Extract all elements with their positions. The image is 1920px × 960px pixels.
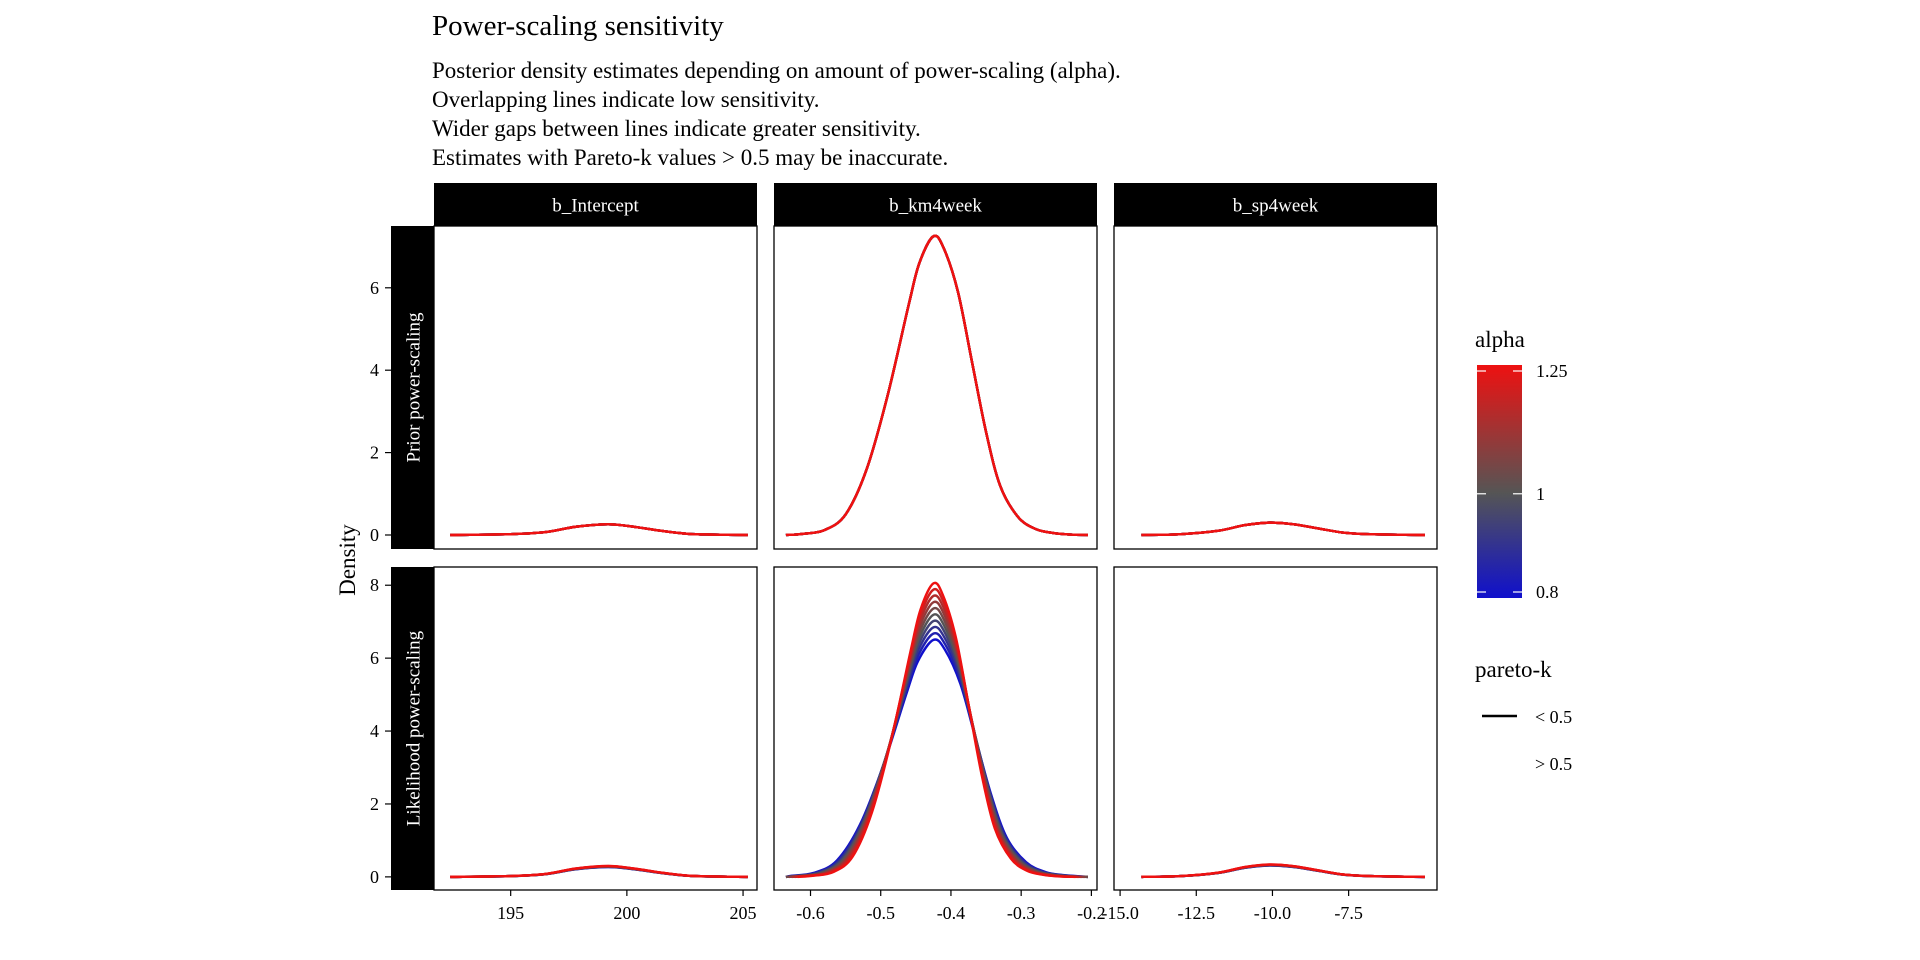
x-tick-label: 200: [613, 903, 640, 923]
col-strip-1: [774, 183, 1097, 226]
density-line-alpha-1.25: [1141, 863, 1425, 879]
subtitle-line-4: Estimates with Pareto-k values > 0.5 may…: [432, 145, 949, 170]
row-strip-0: [391, 226, 434, 549]
x-tick-label: -0.5: [866, 903, 895, 923]
col-strip-label: b_Intercept: [552, 196, 639, 217]
y-tick-label: 0: [370, 867, 379, 887]
y-axis-title: Density: [335, 524, 360, 596]
panel-1-2: [1113, 566, 1438, 891]
colorbar-label: 1: [1536, 484, 1545, 504]
subtitle-line-1: Posterior density estimates depending on…: [432, 58, 1121, 83]
panel-border: [1113, 225, 1438, 550]
y-tick-label: 2: [370, 443, 379, 463]
y-tick-label: 6: [370, 278, 379, 298]
density-line-alpha-1.25: [785, 234, 1088, 537]
y-tick-label: 4: [370, 360, 379, 380]
row-strip-label: Likelihood power-scaling: [404, 630, 425, 826]
density-line-alpha-1.25: [1141, 521, 1425, 537]
x-tick-label: 195: [497, 903, 524, 923]
pareto-label: < 0.5: [1535, 707, 1572, 727]
panel-0-1: [773, 225, 1098, 550]
chart-subtitle: Posterior density estimates depending on…: [432, 56, 1121, 172]
panel-1-0: [433, 566, 758, 891]
chart-title: Power-scaling sensitivity: [432, 10, 724, 42]
x-tick-label: -7.5: [1334, 903, 1363, 923]
panel-border: [433, 566, 758, 891]
x-tick-label: -0.3: [1007, 903, 1036, 923]
x-tick-label: -12.5: [1178, 903, 1216, 923]
y-tick-label: 8: [370, 575, 379, 595]
panel-0-0: [433, 225, 758, 550]
legend-alpha-title: alpha: [1475, 327, 1525, 352]
row-strip-1: [391, 567, 434, 890]
panel-0-2: [1113, 225, 1438, 550]
legend: alpha 1.25 1 0.8 pareto-k < 0.5 > 0.5: [1475, 327, 1572, 774]
x-tick-label: -15.0: [1101, 903, 1139, 923]
x-tick-label: -0.2: [1077, 903, 1106, 923]
y-tick-label: 2: [370, 794, 379, 814]
x-tick-label: -0.6: [796, 903, 825, 923]
colorbar-label: 0.8: [1536, 582, 1559, 602]
density-line-alpha-1.25: [797, 581, 1076, 879]
y-tick-label: 4: [370, 721, 379, 741]
panel-border: [773, 225, 1098, 550]
title-block: Power-scaling sensitivity Posterior dens…: [432, 6, 1121, 172]
x-tick-label: -10.0: [1254, 903, 1292, 923]
panel-border: [1113, 566, 1438, 891]
plot-area: b_Intercept b_km4week b_sp4week Prior power…: [335, 183, 1438, 923]
density-line-alpha-1.25: [450, 523, 748, 537]
density-line-alpha-1.25: [450, 864, 748, 879]
col-strip-0: [434, 183, 757, 226]
panel-1-1: [773, 566, 1098, 891]
subtitle-line-3: Wider gaps between lines indicate greate…: [432, 116, 921, 141]
x-tick-label: -0.4: [937, 903, 966, 923]
y-tick-label: 6: [370, 648, 379, 668]
y-tick-label: 0: [370, 525, 379, 545]
colorbar-label: 1.25: [1536, 361, 1568, 381]
pareto-label: > 0.5: [1535, 754, 1572, 774]
alpha-colorbar: [1477, 365, 1522, 598]
x-tick-label: 205: [730, 903, 757, 923]
row-strip-label: Prior power-scaling: [404, 312, 425, 462]
col-strip-2: [1114, 183, 1437, 226]
subtitle-line-2: Overlapping lines indicate low sensitivi…: [432, 87, 820, 112]
col-strip-label: b_sp4week: [1233, 196, 1319, 217]
legend-pareto-title: pareto-k: [1475, 657, 1552, 682]
col-strip-label: b_km4week: [889, 196, 982, 217]
panel-border: [433, 225, 758, 550]
